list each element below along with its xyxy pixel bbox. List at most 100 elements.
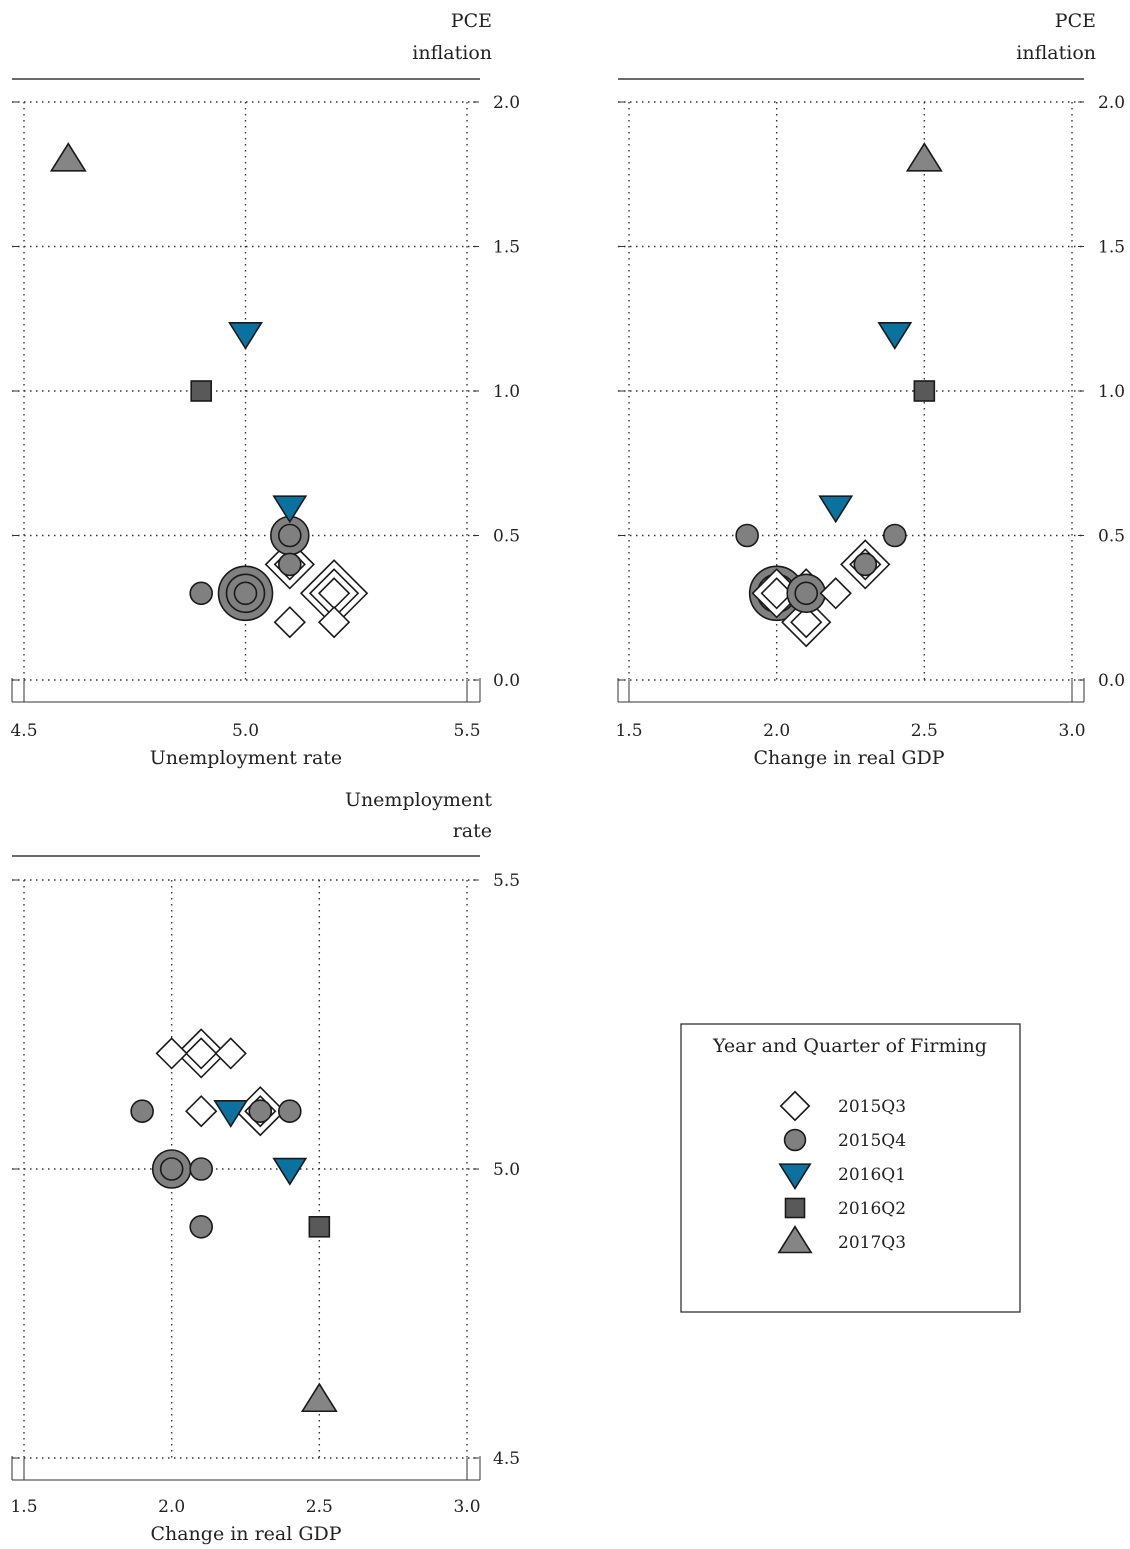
legend-marker-circle xyxy=(783,1128,807,1152)
data-point-2017Q3 xyxy=(300,1382,338,1413)
data-point-2015Q4 xyxy=(853,552,878,577)
y-axis-label: Unemployment xyxy=(345,789,492,811)
y-tick-label: 0.5 xyxy=(1098,527,1125,547)
data-point-2015Q3 xyxy=(155,1037,188,1070)
marker-triangle-up xyxy=(49,142,87,172)
y-axis-label: inflation xyxy=(1016,42,1096,64)
marker-diamond xyxy=(790,606,823,639)
x-tick-label: 1.5 xyxy=(10,1497,37,1517)
marker-triangle-down xyxy=(228,321,263,350)
data-point-2015Q3 xyxy=(214,1037,247,1070)
marker-circle xyxy=(189,581,213,606)
y-tick-label: 0.0 xyxy=(493,671,520,691)
data-point-2015Q4 xyxy=(786,573,827,614)
x-tick-label: 1.5 xyxy=(615,721,642,741)
marker-square xyxy=(308,1216,331,1238)
legend-label: 2017Q3 xyxy=(838,1233,906,1253)
data-point-2016Q2 xyxy=(190,380,212,402)
legend-entry: 2016Q1 xyxy=(778,1163,906,1190)
marker-diamond xyxy=(317,606,351,639)
marker-triangle-down xyxy=(272,1157,308,1186)
marker-square xyxy=(190,380,212,402)
x-tick-label: 5.5 xyxy=(453,721,480,741)
marker-diamond xyxy=(155,1037,188,1070)
x-tick-label: 2.0 xyxy=(158,1497,185,1517)
marker-circle xyxy=(277,523,302,548)
data-point-2015Q4 xyxy=(248,1099,273,1123)
x-tick-label: 5.0 xyxy=(232,721,259,741)
data-point-2015Q3 xyxy=(299,559,369,628)
legend-title: Year and Quarter of Firming xyxy=(712,1035,987,1057)
data-point-2017Q3 xyxy=(49,142,87,172)
data-point-2015Q3 xyxy=(185,1095,218,1128)
y-tick-label: 0.0 xyxy=(1098,671,1125,691)
marker-diamond xyxy=(819,577,852,610)
legend-entry: 2016Q2 xyxy=(784,1197,906,1219)
y-tick-label: 2.0 xyxy=(1098,93,1125,113)
data-point-2015Q4 xyxy=(217,565,274,622)
x-tick-label: 2.5 xyxy=(911,721,938,741)
marker-circle xyxy=(130,1099,154,1123)
y-tick-label: 2.0 xyxy=(493,93,520,113)
marker-circle xyxy=(189,1157,213,1181)
legend: Year and Quarter of Firming 2015Q3 2015Q4… xyxy=(680,1023,1021,1313)
legend-label: 2016Q2 xyxy=(838,1199,906,1219)
marker-circle xyxy=(853,552,878,577)
y-tick-label: 5.0 xyxy=(493,1160,520,1180)
data-point-2015Q4 xyxy=(151,1149,192,1189)
data-point-2015Q4 xyxy=(189,1215,213,1239)
data-point-2015Q4 xyxy=(130,1099,154,1123)
data-point-2016Q1 xyxy=(272,1157,308,1186)
y-tick-label: 1.5 xyxy=(1098,238,1125,258)
y-tick-label: 0.5 xyxy=(493,527,520,547)
data-point-2015Q3 xyxy=(781,597,832,648)
marker-circle xyxy=(794,581,819,606)
x-axis-label: Unemployment rate xyxy=(150,747,342,769)
marker-diamond xyxy=(185,1037,218,1070)
legend-frame xyxy=(680,1023,1021,1313)
marker-triangle-down xyxy=(272,495,308,524)
data-point-2016Q2 xyxy=(913,380,936,402)
marker-diamond xyxy=(760,577,793,610)
data-point-2015Q3 xyxy=(176,1028,227,1079)
y-tick-label: 1.0 xyxy=(493,382,520,402)
data-point-2015Q3 xyxy=(751,568,802,619)
x-tick-label: 2.0 xyxy=(763,721,790,741)
data-point-2015Q3 xyxy=(317,606,351,639)
y-tick-label: 1.0 xyxy=(1098,382,1125,402)
legend-marker-triangle-down xyxy=(778,1163,812,1190)
panel-inflation-vs-gdp: PCE inflation 0.0 0.5 1.0 1.5 2.0 1.5 2.0 2.5 3.0 C… xyxy=(615,10,1125,769)
marker-circle xyxy=(882,523,907,548)
legend-marker-diamond xyxy=(779,1090,811,1122)
legend-entry: 2015Q3 xyxy=(779,1090,906,1122)
marker-circle xyxy=(277,552,302,577)
marker-diamond xyxy=(214,1037,247,1070)
marker-circle xyxy=(735,523,759,548)
marker-circle xyxy=(277,1099,302,1123)
data-point-2015Q3 xyxy=(273,606,306,639)
y-tick-label: 5.5 xyxy=(493,871,520,891)
data-point-2016Q1 xyxy=(818,495,854,524)
data-point-2016Q1 xyxy=(272,495,308,524)
data-point-2015Q4 xyxy=(735,523,759,548)
marker-circle xyxy=(233,581,258,606)
data-point-2016Q1 xyxy=(228,321,263,350)
panel-inflation-vs-unemployment: PCE inflation 0.0 0.5 1.0 1.5 2.0 4.5 5.0 5.5 Unem… xyxy=(10,10,520,769)
x-tick-label: 3.0 xyxy=(1058,721,1085,741)
marker-triangle-up xyxy=(905,142,943,172)
marker-circle xyxy=(159,1157,184,1181)
marker-square xyxy=(913,380,936,402)
marker-triangle-up xyxy=(300,1382,338,1413)
x-tick-label: 3.0 xyxy=(453,1497,480,1517)
data-point-2015Q4 xyxy=(189,1157,213,1181)
y-tick-label: 1.5 xyxy=(493,238,520,258)
marker-diamond xyxy=(185,1095,218,1128)
legend-label: 2015Q3 xyxy=(838,1097,906,1117)
data-point-2016Q2 xyxy=(308,1216,331,1238)
y-tick-label: 4.5 xyxy=(493,1449,520,1469)
data-point-2015Q3 xyxy=(819,577,852,610)
data-point-2016Q1 xyxy=(213,1100,249,1128)
data-point-2016Q1 xyxy=(877,321,913,350)
data-point-2015Q4 xyxy=(277,552,302,577)
